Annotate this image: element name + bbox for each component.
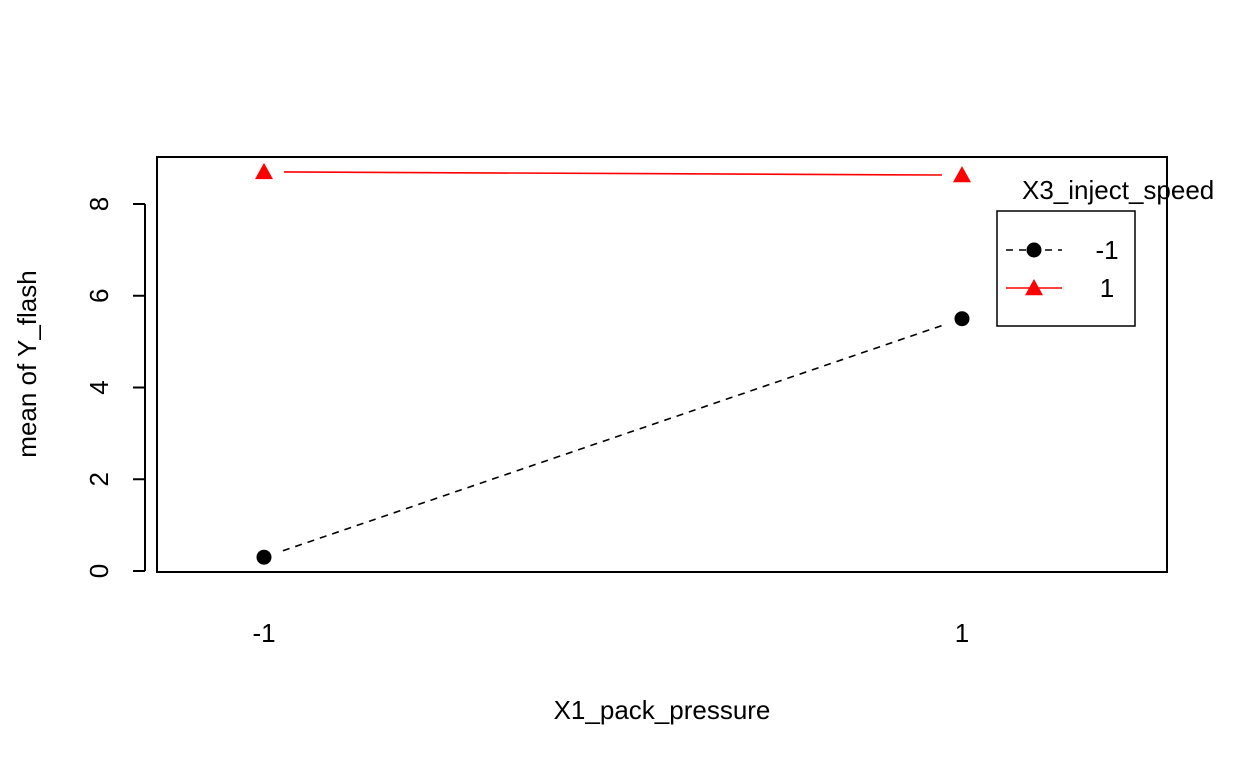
legend-entries: -11: [1006, 235, 1119, 303]
legend-marker: [1025, 279, 1043, 296]
y-axis-title: mean of Y_flash: [12, 270, 42, 457]
y-tick-label: 2: [84, 472, 114, 486]
y-tick-label: 8: [84, 197, 114, 211]
x-tick-label: 1: [955, 618, 969, 648]
y-axis: 0 2 4 6 8: [84, 197, 146, 578]
legend-box: [996, 210, 1136, 327]
x-tick-label: -1: [252, 618, 275, 648]
plot-frame: [156, 156, 1168, 573]
legend-title: X3_inject_speed: [1022, 175, 1214, 205]
data-point: [953, 166, 971, 183]
legend-label: 1: [1100, 273, 1114, 303]
data-point: [256, 549, 272, 565]
legend-marker: [1026, 242, 1042, 258]
y-tick-label: 4: [84, 380, 114, 394]
series-line-0: [282, 324, 944, 552]
series-layer: [255, 162, 971, 565]
data-point: [255, 162, 273, 180]
series-line-1: [283, 171, 943, 176]
legend-label: -1: [1095, 235, 1118, 265]
x-axis: -1 1: [252, 618, 969, 648]
data-point: [954, 311, 970, 327]
y-tick-label: 0: [84, 564, 114, 578]
y-tick-label: 6: [84, 289, 114, 303]
x-axis-title: X1_pack_pressure: [554, 695, 771, 725]
